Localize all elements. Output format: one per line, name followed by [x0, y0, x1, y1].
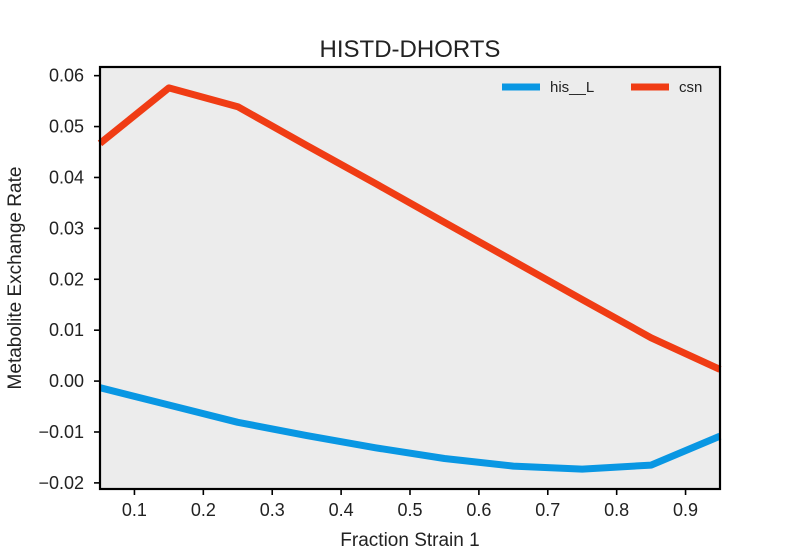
y-tick-label: 0.01 — [49, 320, 84, 340]
y-axis: −0.02 −0.01 0.00 0.01 0.02 0.03 0.04 0.05 0.06 — [38, 66, 100, 493]
x-tick-label: 0.2 — [191, 500, 216, 520]
series-line-his-l — [99, 384, 722, 473]
series-layer — [97, 84, 722, 473]
y-tick-label: 0.05 — [49, 117, 84, 137]
legend: his__L csn — [502, 79, 702, 96]
chart-title: HISTD-DHORTS — [320, 36, 501, 63]
x-tick-label: 0.1 — [122, 500, 147, 520]
x-tick-label: 0.8 — [604, 500, 629, 520]
y-axis-title: Metabolite Exchange Rate — [5, 167, 26, 390]
y-tick-label: 0.06 — [49, 66, 84, 86]
x-tick-label: 0.9 — [673, 500, 698, 520]
x-tick-label: 0.6 — [466, 500, 491, 520]
x-tick-label: 0.7 — [535, 500, 560, 520]
x-tick-label: 0.3 — [260, 500, 285, 520]
x-tick-label: 0.4 — [329, 500, 354, 520]
y-tick-label: 0.03 — [49, 218, 84, 238]
legend-label: his__L — [550, 79, 594, 96]
y-tick-label: 0.04 — [49, 167, 84, 187]
x-tick-label: 0.5 — [397, 500, 422, 520]
x-axis: 0.1 0.2 0.3 0.4 0.5 0.6 0.7 0.8 0.9 — [122, 489, 698, 520]
x-axis-title: Fraction Strain 1 — [340, 530, 479, 550]
y-tick-label: −0.02 — [38, 473, 84, 493]
series-line-csn — [97, 84, 722, 373]
y-tick-label: −0.01 — [38, 422, 84, 442]
y-tick-label: 0.00 — [49, 371, 84, 391]
y-tick-label: 0.02 — [49, 269, 84, 289]
legend-label: csn — [679, 79, 702, 96]
plot-area — [100, 67, 720, 489]
